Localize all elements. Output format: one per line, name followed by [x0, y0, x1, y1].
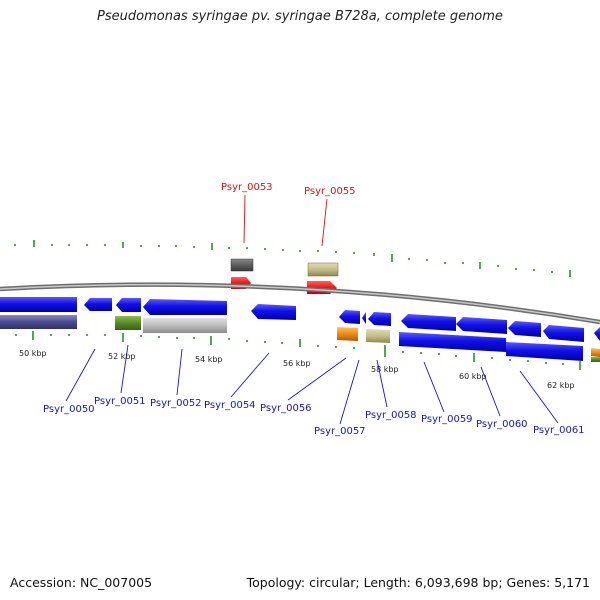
gene-psyr-0056-orange: [337, 327, 358, 341]
scale-label: 62 kbp: [547, 381, 575, 390]
gene-psyr-0061-row2: [506, 342, 583, 361]
scale-label: 58 kbp: [371, 365, 399, 374]
gene-labels-upper: Psyr_0053 Psyr_0055: [221, 182, 356, 197]
gene-psyr-0059-row2: [399, 332, 506, 352]
gene-label-psyr-0061: Psyr_0061: [533, 425, 585, 436]
accession-label: Accession: NC_007005: [10, 575, 153, 590]
gene-psyr-0052-gray: [143, 318, 227, 333]
gene-labels-lower: Psyr_0050 Psyr_0051 Psyr_0052 Psyr_0054 …: [43, 396, 585, 437]
gene-psyr-0051-b: [116, 298, 141, 312]
gene-psyr-0051-green: [115, 316, 141, 330]
gene-psyr-0059: [401, 314, 456, 331]
gene-edge-right-orange: [591, 348, 600, 357]
scale-label: 60 kbp: [459, 372, 487, 381]
leader-lines-upper: [243, 194, 328, 247]
gene-label-psyr-0054: Psyr_0054: [204, 400, 256, 411]
feature-psyr-0053-dark: [230, 258, 254, 272]
gene-edge-right-green: [591, 357, 600, 362]
scale-label: 56 kbp: [283, 359, 311, 368]
leader-lines-lower: [65, 344, 559, 425]
gene-edge-right: [594, 327, 600, 341]
gene-label-psyr-0053: Psyr_0053: [221, 182, 273, 193]
genome-backbone: [0, 282, 600, 325]
gene-psyr-0050: [0, 297, 77, 312]
gene-label-psyr-0057: Psyr_0057: [314, 426, 366, 437]
scale-label: 50 kbp: [19, 349, 47, 358]
gene-label-psyr-0058: Psyr_0058: [365, 410, 417, 421]
gc-ticks-upper: [14, 240, 571, 277]
gc-ticks-lower: [15, 331, 581, 370]
gene-label-psyr-0055: Psyr_0055: [304, 186, 356, 197]
gene-psyr-0060: [456, 317, 507, 334]
scale-label: 52 kbp: [108, 352, 136, 361]
gene-psyr-0058-khaki: [366, 329, 390, 343]
gene-psyr-0061-b: [543, 325, 584, 342]
gene-psyr-0052: [143, 299, 227, 315]
feature-psyr-0055-khaki: [307, 262, 339, 277]
scale-label: 54 kbp: [195, 355, 223, 364]
gene-psyr-0056: [339, 310, 360, 324]
gene-label-psyr-0056: Psyr_0056: [260, 403, 312, 414]
scale-labels: 50 kbp 52 kbp 54 kbp 56 kbp 58 kbp 60 kb…: [19, 349, 575, 390]
gene-label-psyr-0060: Psyr_0060: [476, 419, 528, 430]
genome-title: Pseudomonas syringae pv. syringae B728a,…: [97, 9, 503, 24]
gene-label-psyr-0050: Psyr_0050: [43, 404, 95, 415]
cds-track: [0, 297, 600, 362]
genome-summary: Topology: circular; Length: 6,093,698 bp…: [246, 575, 590, 590]
gene-psyr-0050-row2: [0, 315, 77, 329]
gene-psyr-0057: [362, 312, 366, 324]
gene-label-psyr-0051: Psyr_0051: [94, 396, 146, 407]
gene-psyr-0054: [251, 304, 296, 320]
gene-psyr-0058: [368, 312, 391, 326]
gene-psyr-0061-a: [508, 321, 541, 337]
gene-label-psyr-0059: Psyr_0059: [421, 414, 473, 425]
gene-psyr-0051: [84, 298, 112, 311]
gene-label-psyr-0052: Psyr_0052: [150, 398, 202, 409]
